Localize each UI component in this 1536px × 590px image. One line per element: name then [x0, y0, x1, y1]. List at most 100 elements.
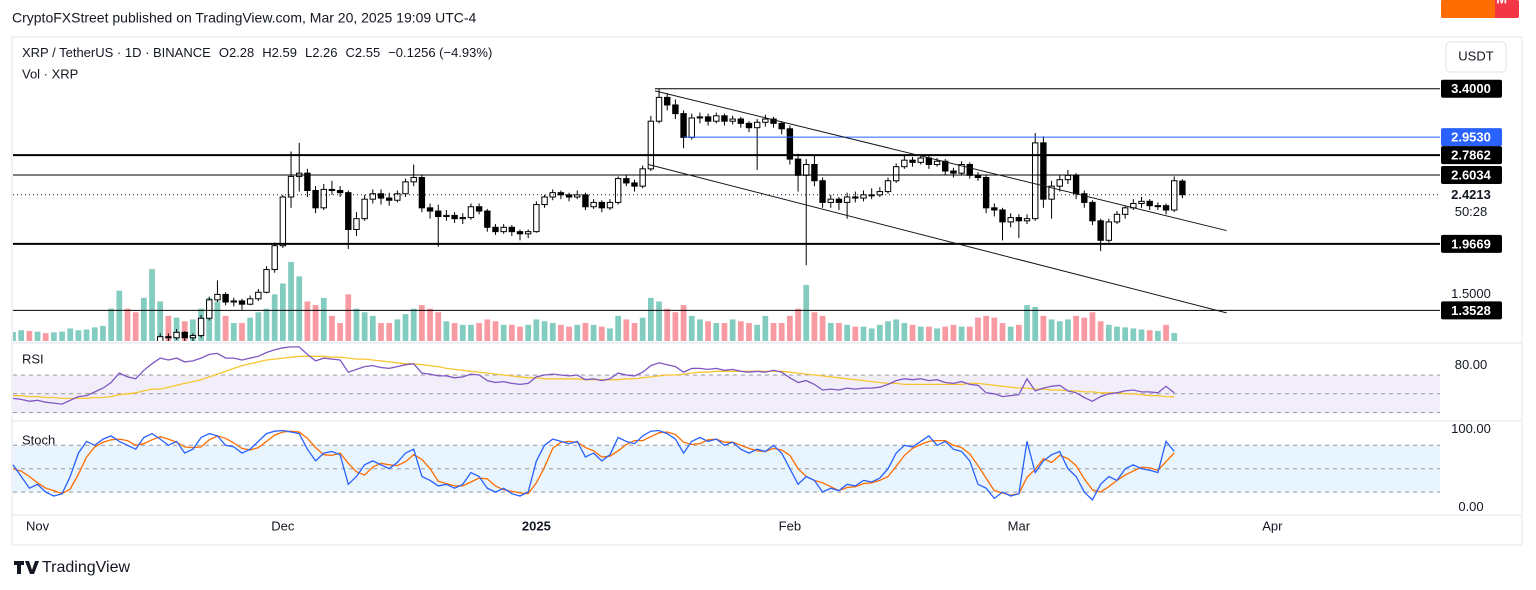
- volume-bar: [909, 324, 916, 341]
- y-tick-label: 100.00: [1451, 421, 1491, 436]
- currency-label[interactable]: USDT: [1458, 48, 1493, 63]
- last-price-label: 2.4213: [1451, 187, 1491, 202]
- volume-bar: [607, 328, 613, 341]
- volume-bar: [795, 308, 801, 341]
- volume-bar: [623, 319, 630, 341]
- volume-bar: [631, 323, 638, 341]
- candle-body: [246, 298, 254, 305]
- candle-body: [606, 201, 614, 209]
- main-pane: [13, 88, 1186, 341]
- candle-body: [819, 180, 826, 203]
- candle-body: [156, 336, 164, 341]
- symbol-line: XRP / TetherUS · 1D · BINANCE O2.28 H2.59 L…: [22, 45, 492, 60]
- candle-body: [623, 178, 630, 184]
- candle-body: [794, 158, 802, 176]
- volume-bar: [705, 321, 711, 341]
- candle-body: [778, 122, 785, 130]
- candle-body: [320, 188, 327, 209]
- volume-bar: [83, 329, 90, 341]
- volume-bar: [222, 315, 229, 341]
- volume-bar: [255, 312, 262, 341]
- volume-bar: [991, 317, 998, 341]
- candle-body: [336, 190, 344, 194]
- candle-body: [369, 193, 377, 200]
- volume-bar: [533, 319, 540, 341]
- candle-body: [991, 207, 998, 211]
- volume-bar: [525, 324, 532, 341]
- volume-bar: [443, 321, 450, 341]
- candle-body: [950, 170, 957, 174]
- volume-bar: [1048, 319, 1055, 341]
- candle-body: [958, 164, 965, 174]
- volume-bar: [108, 308, 114, 341]
- volume-bar: [680, 305, 687, 341]
- currency-button[interactable]: [1445, 41, 1507, 73]
- candle-body: [868, 194, 875, 197]
- candle-body: [484, 210, 491, 228]
- candle-body: [1023, 218, 1031, 222]
- volume-bar: [803, 284, 810, 341]
- candle-body: [696, 116, 704, 119]
- candle-body: [173, 331, 180, 339]
- volume-bar: [288, 261, 294, 341]
- candle-body: [1056, 179, 1063, 187]
- x-tick-label: Nov: [26, 518, 50, 533]
- price-level-box: [1441, 128, 1502, 147]
- brand-logo: [14, 561, 39, 574]
- candle-body: [508, 226, 516, 233]
- volume-bar: [566, 326, 572, 341]
- volume-bar: [214, 301, 221, 341]
- candle-body: [770, 118, 777, 124]
- trendline: [648, 164, 1227, 314]
- candle-body: [533, 204, 540, 233]
- candle-body: [1032, 142, 1039, 220]
- volume-bar: [230, 323, 237, 341]
- volume-bar: [1089, 312, 1096, 341]
- price-level-label: 2.7862: [1451, 148, 1491, 163]
- candle-body: [238, 300, 246, 305]
- volume-bar: [664, 308, 671, 341]
- volume-bar: [1105, 324, 1112, 341]
- candle-body: [631, 182, 638, 187]
- volume-bar: [26, 330, 33, 341]
- volume-bar: [934, 328, 940, 341]
- candle-body: [909, 159, 916, 163]
- candle-body: [1162, 205, 1170, 211]
- volume-bar: [860, 326, 867, 341]
- volume-bar: [999, 323, 1006, 341]
- y-tick-label: 1.5000: [1451, 286, 1491, 301]
- volume-bar: [901, 323, 908, 341]
- volume-bar: [263, 308, 270, 341]
- x-tick-label: 2025: [522, 518, 551, 533]
- candle-body: [1154, 205, 1162, 208]
- x-tick-label: Dec: [271, 518, 295, 533]
- volume-bar: [13, 332, 16, 341]
- volume-legend: Vol · XRP: [22, 66, 78, 81]
- volume-bar: [165, 315, 172, 341]
- volume-bar: [500, 324, 507, 341]
- volume-bar: [132, 312, 139, 341]
- candle-body: [901, 159, 908, 168]
- volume-bar: [876, 324, 883, 341]
- volume-bar: [402, 314, 409, 341]
- candle-body: [312, 190, 319, 209]
- x-tick-label: Mar: [1008, 518, 1031, 533]
- volume-bar: [868, 328, 875, 341]
- countdown: 50:28: [1455, 204, 1488, 219]
- volume-bar: [558, 324, 564, 341]
- candle-body: [582, 194, 589, 208]
- volume-bar: [697, 319, 703, 341]
- volume-bar: [1114, 326, 1120, 341]
- volume-bar: [574, 324, 581, 341]
- candle-body: [549, 192, 556, 198]
- volume-bar: [721, 323, 728, 341]
- candle-body: [803, 164, 810, 176]
- volume-bar: [484, 319, 491, 341]
- volume-bar: [958, 326, 965, 341]
- volume-bar: [966, 326, 973, 341]
- stoch-d-value-box: [1441, 0, 1495, 18]
- volume-bar: [239, 323, 245, 341]
- candle-body: [524, 231, 532, 235]
